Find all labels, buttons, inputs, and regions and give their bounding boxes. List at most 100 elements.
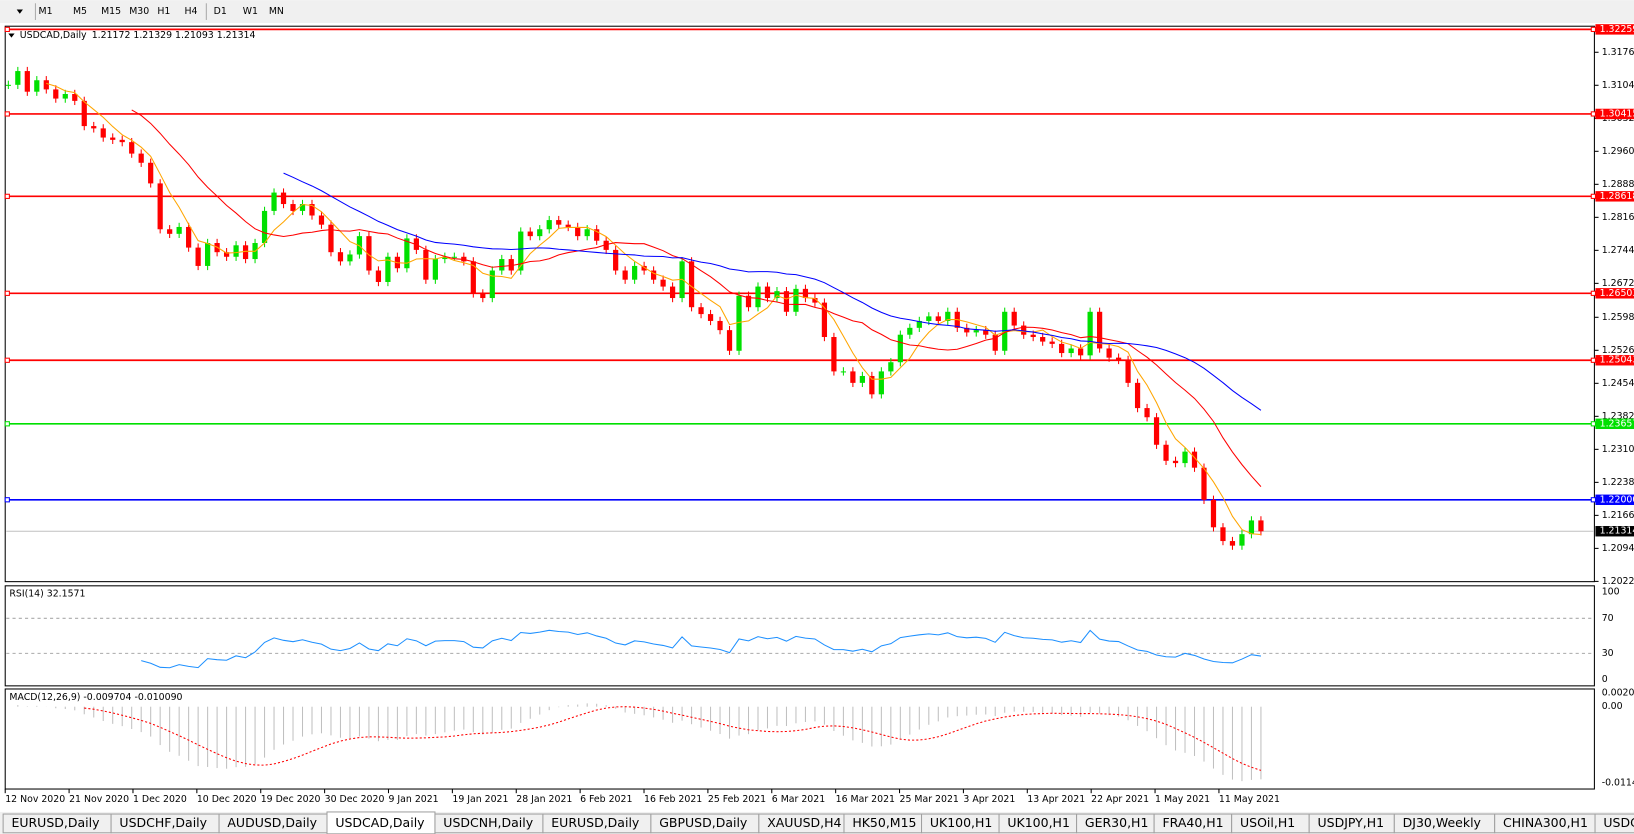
candle bbox=[167, 229, 173, 234]
candle bbox=[1002, 311, 1008, 351]
ma-fast bbox=[46, 82, 1261, 536]
tab-label[interactable]: UK100,H1 bbox=[1007, 815, 1070, 830]
candle bbox=[1125, 359, 1131, 383]
candle bbox=[1134, 382, 1141, 409]
tab-label[interactable]: EURUSD,Daily bbox=[551, 815, 640, 830]
candle bbox=[546, 220, 552, 230]
timeframe-button[interactable] bbox=[265, 2, 291, 22]
timeframe-button[interactable] bbox=[69, 2, 95, 22]
candle bbox=[698, 307, 704, 315]
candle bbox=[337, 252, 344, 262]
tab-label[interactable]: GER30,H1 bbox=[1085, 815, 1149, 830]
timeframe-button[interactable] bbox=[181, 2, 207, 22]
candle bbox=[802, 288, 809, 299]
date-label: 28 Jan 2021 bbox=[516, 794, 572, 805]
timeframe-label[interactable]: MN bbox=[269, 6, 284, 17]
price-tick-label: 1.22380 bbox=[1602, 477, 1634, 488]
tab-label[interactable]: HK50,M15 bbox=[852, 815, 916, 830]
candle bbox=[1078, 348, 1084, 356]
timeframe-label[interactable]: M30 bbox=[129, 6, 149, 17]
candle bbox=[299, 204, 306, 211]
timeframe-label[interactable]: H4 bbox=[184, 6, 197, 17]
candle bbox=[5, 84, 11, 86]
candle bbox=[157, 183, 163, 230]
timeframe-label[interactable]: M1 bbox=[39, 6, 53, 17]
level-price-box bbox=[1595, 191, 1634, 202]
price-tick-label: 1.25980 bbox=[1602, 312, 1634, 323]
timeframe-button[interactable] bbox=[126, 2, 156, 22]
timeframe-label[interactable]: M15 bbox=[101, 6, 121, 17]
candle bbox=[783, 291, 790, 312]
timeframe-button[interactable] bbox=[35, 2, 61, 22]
candle bbox=[261, 210, 268, 244]
tab-label[interactable]: GBPUSD,Daily bbox=[659, 815, 748, 830]
candle bbox=[366, 236, 372, 271]
date-label: 1 Dec 2020 bbox=[133, 794, 187, 805]
candle bbox=[622, 270, 628, 280]
candle bbox=[717, 320, 723, 331]
candle bbox=[100, 128, 106, 138]
level-handle bbox=[4, 421, 10, 427]
candle bbox=[347, 254, 353, 262]
tab-label[interactable]: FRA40,H1 bbox=[1162, 815, 1223, 830]
tab-label[interactable]: DJ30,Weekly bbox=[1403, 815, 1482, 830]
timeframe-button[interactable] bbox=[97, 2, 128, 22]
candle bbox=[651, 270, 657, 280]
tab-label[interactable]: XAUUSD,H4 bbox=[767, 815, 841, 830]
candle bbox=[385, 256, 391, 282]
level-price-box bbox=[1595, 494, 1634, 505]
tab-label[interactable]: CHINA300,H1 bbox=[1503, 815, 1588, 830]
rsi-tick-label: 30 bbox=[1602, 648, 1614, 659]
price-tick-label: 1.24540 bbox=[1602, 378, 1634, 389]
level-price-box bbox=[1595, 418, 1634, 430]
chart-ohlc: 1.21172 1.21329 1.21093 1.21314 bbox=[92, 30, 256, 41]
candle bbox=[1163, 444, 1169, 461]
tab-label[interactable]: USDJPY,H1 bbox=[1318, 815, 1385, 830]
candle bbox=[812, 298, 818, 303]
level-price-box bbox=[1595, 108, 1634, 120]
level-handle bbox=[4, 111, 10, 117]
macd-tick-label: 0.00207 bbox=[1602, 687, 1634, 698]
candle bbox=[1144, 408, 1150, 418]
candle bbox=[1040, 337, 1046, 342]
timeframe-label[interactable]: M5 bbox=[73, 6, 87, 17]
candle bbox=[1220, 527, 1226, 542]
timeframe-button[interactable] bbox=[239, 2, 265, 22]
dropdown-arrow bbox=[16, 9, 23, 14]
macd-tick-label: -0.01146 bbox=[1602, 777, 1634, 788]
timeframe-button[interactable] bbox=[210, 2, 236, 22]
price-tick-label: 1.28880 bbox=[1602, 179, 1634, 190]
candle bbox=[15, 71, 21, 85]
price-tick-label: 1.25260 bbox=[1602, 345, 1634, 356]
rsi-line bbox=[141, 629, 1262, 669]
date-label: 6 Mar 2021 bbox=[772, 794, 825, 805]
tab-label[interactable]: USDCHF,Daily bbox=[119, 815, 207, 830]
timeframe-button[interactable] bbox=[154, 2, 180, 22]
candle bbox=[318, 215, 325, 225]
tab-label[interactable]: USDCAD,Daily bbox=[335, 815, 425, 830]
tab-label[interactable]: USDCNH,Daily bbox=[443, 815, 533, 830]
tab-label[interactable]: AUDUSD,Daily bbox=[227, 815, 317, 830]
tab-label[interactable]: EURUSD,Daily bbox=[11, 815, 100, 830]
candle bbox=[470, 261, 476, 294]
candle bbox=[660, 279, 666, 287]
candle bbox=[565, 224, 571, 227]
timeframe-label[interactable]: D1 bbox=[214, 6, 227, 17]
candle bbox=[43, 80, 49, 90]
tab-label[interactable]: USOil,H1 bbox=[1240, 815, 1295, 830]
candle bbox=[641, 265, 647, 271]
candle bbox=[613, 249, 619, 271]
tab[interactable] bbox=[1594, 813, 1634, 834]
candle bbox=[423, 249, 429, 280]
timeframe-label[interactable]: W1 bbox=[243, 6, 258, 17]
candle bbox=[205, 243, 211, 266]
level-price-label: 1.26503 bbox=[1600, 288, 1634, 299]
candle bbox=[973, 330, 979, 333]
price-tick-label: 1.31040 bbox=[1602, 80, 1634, 91]
tab-label[interactable]: UK100,H1 bbox=[930, 815, 993, 830]
price-tick-label: 1.23820 bbox=[1602, 411, 1634, 422]
level-handle bbox=[1590, 111, 1596, 117]
tab-label[interactable]: USDC bbox=[1603, 815, 1634, 830]
candle bbox=[869, 375, 875, 395]
timeframe-label[interactable]: H1 bbox=[157, 6, 170, 17]
